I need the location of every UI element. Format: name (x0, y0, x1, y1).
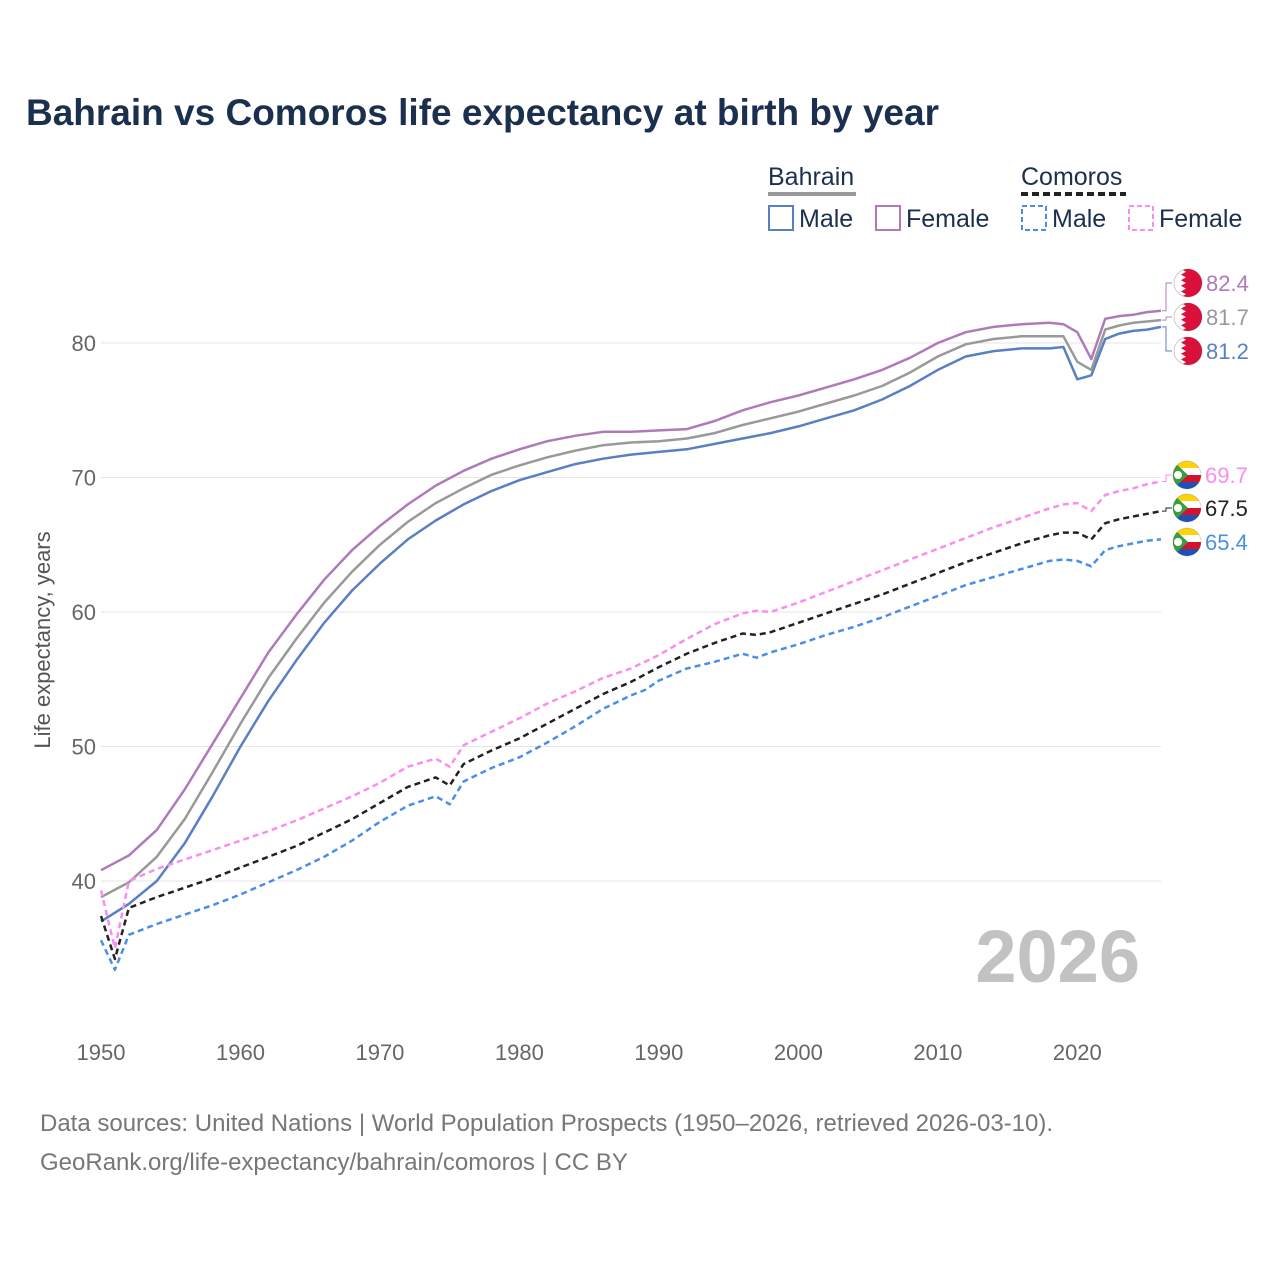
flag-icon-km_total (1172, 493, 1202, 523)
chart-title: Bahrain vs Comoros life expectancy at bi… (26, 92, 939, 133)
series-lines (99, 309, 1162, 972)
legend-group-bahrain: Bahrain (768, 163, 854, 191)
x-tick-1960: 1960 (216, 1040, 265, 1065)
legend-comoros-female-swatch (1128, 205, 1154, 231)
leader-km_female (1162, 474, 1172, 482)
footer: Data sources: United Nations | World Pop… (40, 1104, 1053, 1182)
y-tick-40: 40 (72, 869, 96, 894)
current-year-label: 2026 (975, 915, 1140, 998)
end-label-bh_total: 81.7 (1206, 305, 1249, 330)
leader-bh_male (1162, 326, 1172, 352)
flag-icon-km_female (1172, 460, 1202, 490)
legend-bahrain-female: Female (906, 205, 989, 233)
end-label-bh_female: 82.4 (1206, 271, 1249, 296)
legend-bahrain-male-swatch (768, 205, 794, 231)
series-km_female (99, 480, 1162, 950)
x-tick-2010: 2010 (913, 1040, 962, 1065)
x-tick-2020: 2020 (1053, 1040, 1102, 1065)
x-tick-1990: 1990 (634, 1040, 683, 1065)
leader-bh_female (1162, 282, 1172, 312)
leader-bh_total (1162, 316, 1172, 321)
x-tick-1970: 1970 (355, 1040, 404, 1065)
flag-icon-bh_total (1173, 302, 1203, 332)
flag-icon-km_male (1172, 527, 1202, 557)
end-label-km_total: 67.5 (1205, 496, 1248, 521)
y-tick-50: 50 (72, 735, 96, 760)
legend-comoros-male: Male (1052, 205, 1106, 233)
x-tick-1980: 1980 (495, 1040, 544, 1065)
leader-km_total (1162, 507, 1172, 512)
legend-bahrain-female-swatch (875, 205, 901, 231)
end-label-bh_male: 81.2 (1206, 339, 1249, 364)
y-axis-label: Life expectancy, years (30, 531, 55, 748)
series-bh_total (100, 318, 1162, 899)
flag-icon-bh_male (1173, 336, 1203, 366)
y-tick-60: 60 (72, 600, 96, 625)
legend-bahrain-male: Male (799, 205, 853, 233)
series-km_total (99, 509, 1162, 961)
y-axis: 40 50 60 70 80 (72, 331, 96, 894)
series-bh_male (100, 325, 1162, 923)
end-label-km_male: 65.4 (1205, 530, 1248, 555)
gridlines (101, 342, 1161, 882)
flag-icon-bh_female (1173, 268, 1203, 298)
series-km_male (99, 538, 1162, 972)
legend-comoros-male-swatch (1021, 205, 1047, 231)
x-tick-2000: 2000 (774, 1040, 823, 1065)
footer-sources: Data sources: United Nations | World Pop… (40, 1110, 1054, 1137)
x-tick-1950: 1950 (77, 1040, 126, 1065)
legend-comoros-female: Female (1159, 205, 1242, 233)
end-label-km_female: 69.7 (1205, 463, 1248, 488)
legend: Bahrain Male Female Comoros Male Female (768, 163, 1242, 233)
x-axis: 1950 1960 1970 1980 1990 2000 2010 2020 (77, 1040, 1102, 1065)
chart-area: 1950 1960 1970 1980 1990 2000 2010 2020 40 50 60 7… (30, 163, 1249, 1065)
y-tick-80: 80 (72, 331, 96, 356)
footer-url: GeoRank.org/life-expectancy/bahrain/como… (40, 1149, 628, 1176)
series-bh_female (100, 309, 1162, 872)
end-labels: 81.2 82.4 81.7 65.4 69.7 67.5 (1162, 268, 1249, 557)
y-tick-70: 70 (72, 466, 96, 491)
legend-group-comoros: Comoros (1021, 163, 1122, 191)
